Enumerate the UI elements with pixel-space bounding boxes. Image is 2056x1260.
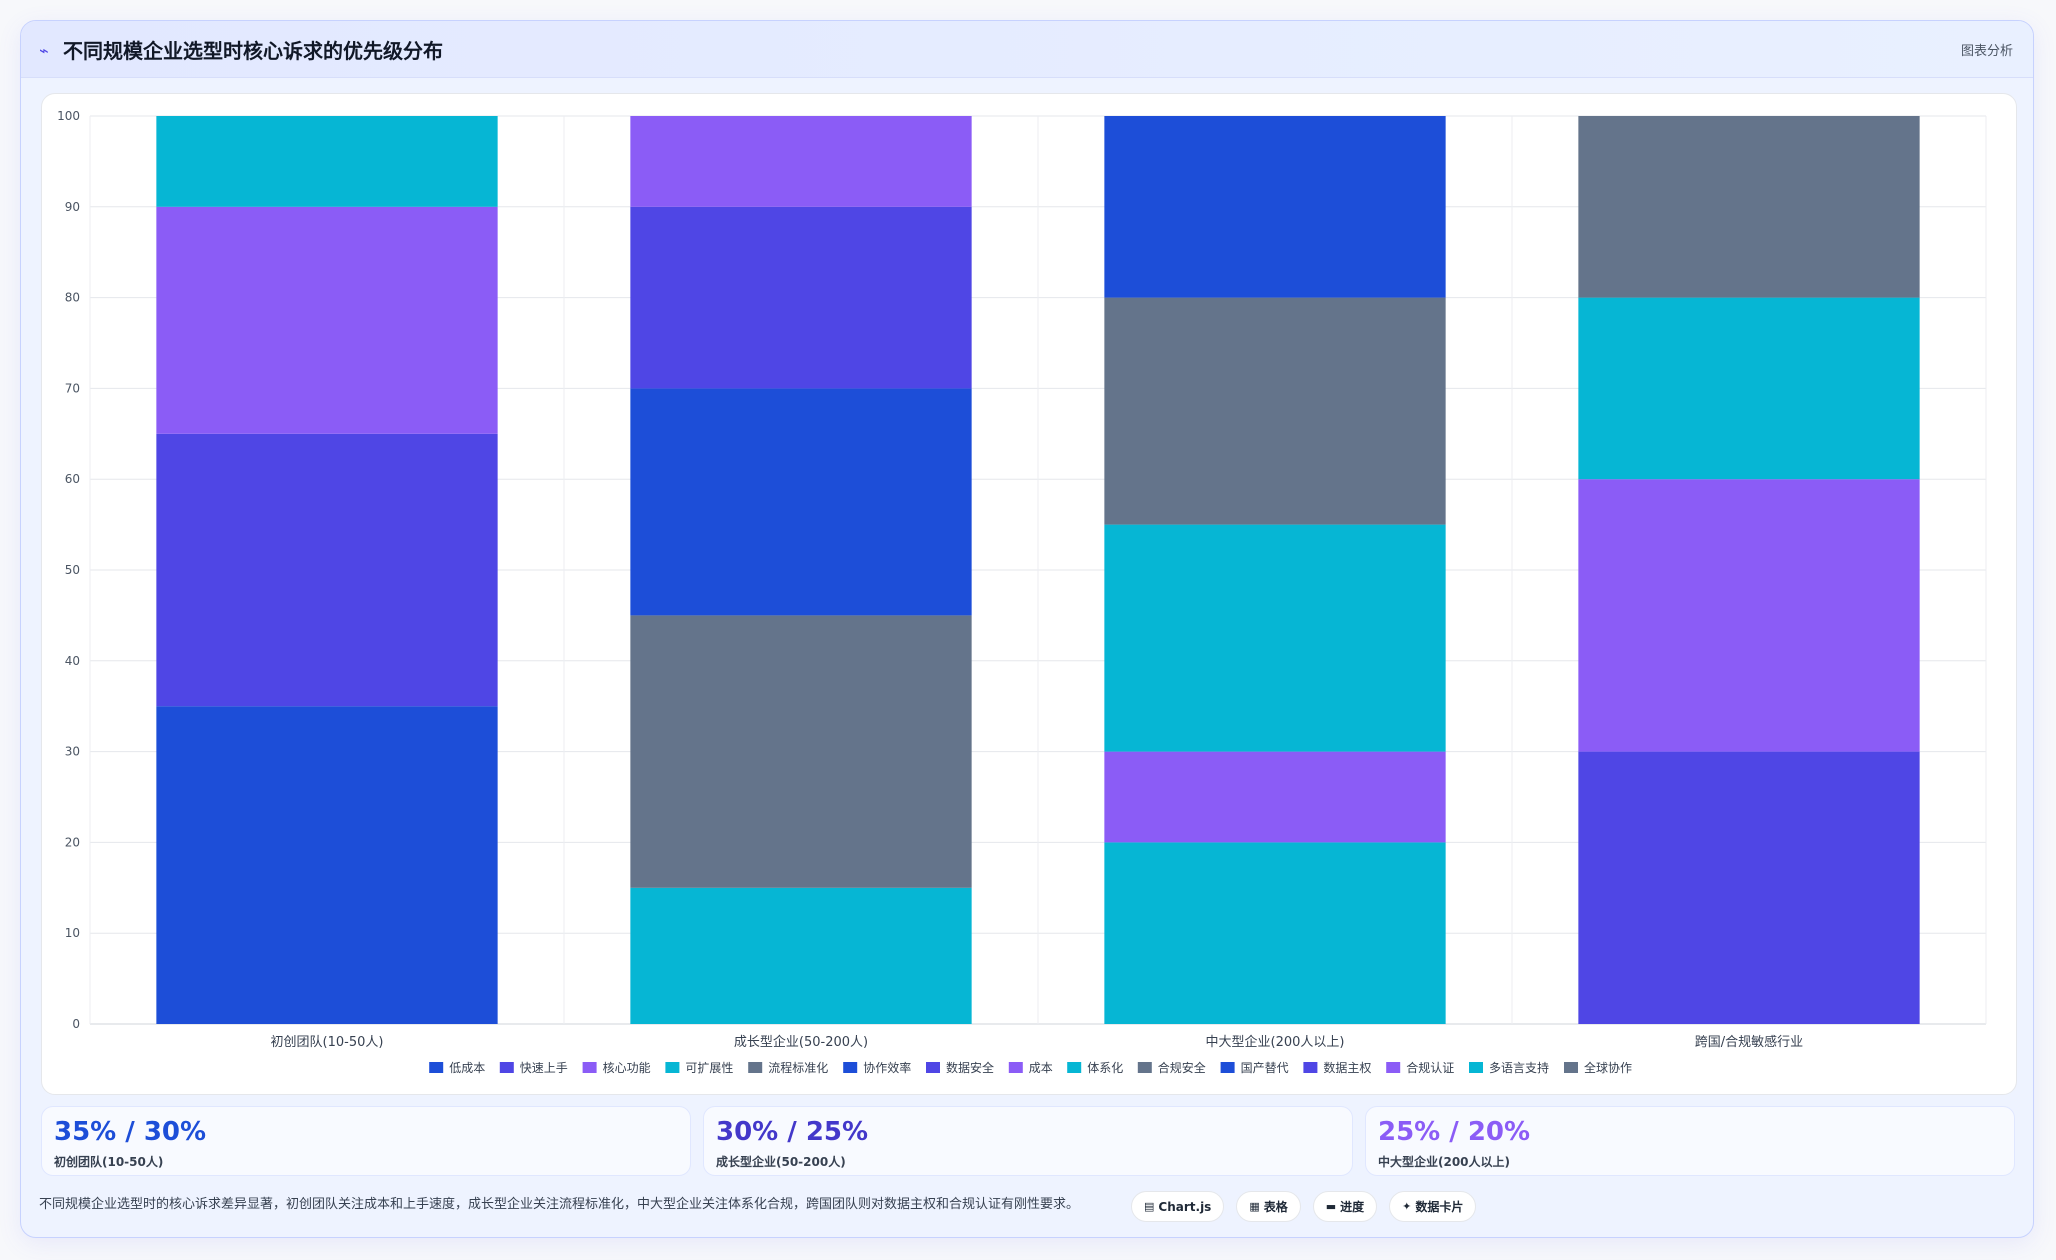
y-tick-label: 60 — [65, 472, 80, 486]
x-tick-label: 初创团队(10-50人) — [271, 1035, 384, 1050]
chart-analysis-link[interactable]: 图表分析 — [1960, 44, 2013, 59]
tag-label: 数据卡片 — [1415, 1200, 1464, 1214]
legend-label: 低成本 — [449, 1061, 485, 1075]
legend-label: 成本 — [1029, 1061, 1053, 1075]
legend-swatch — [1067, 1062, 1082, 1073]
bar-segment — [630, 887, 972, 1024]
legend-label: 流程标准化 — [768, 1060, 828, 1075]
stat-label: 初创团队(10-50人) — [54, 1155, 164, 1169]
legend-swatch — [1469, 1062, 1483, 1073]
legend-swatch — [429, 1062, 444, 1073]
legend-swatch — [1220, 1062, 1235, 1073]
sparkle-icon: ✦ — [1402, 1200, 1412, 1213]
bar-segment — [156, 116, 498, 207]
bar-segment — [1104, 116, 1446, 298]
tag-progress[interactable]: ▬ 进度 — [1312, 1191, 1378, 1222]
bar-segment — [1104, 524, 1446, 752]
legend-label: 合规安全 — [1158, 1060, 1206, 1075]
legend-label: 可扩展性 — [685, 1061, 733, 1075]
tag-data-card[interactable]: ✦ 数据卡片 — [1389, 1191, 1477, 1222]
chart-icon: ▤ — [1144, 1200, 1155, 1213]
chart-card: 0 10 20 30 40 50 60 70 80 90 100 初创团队(10-50人) 成长型企业(… — [41, 93, 2017, 1095]
stat-value: 30% / 25% — [716, 1117, 869, 1147]
view-tags: ▤ Chart.js ▦ 表格 ▬ 进度 ✦ 数据卡片 — [1131, 1191, 1477, 1222]
y-tick-label: 10 — [65, 926, 80, 940]
y-tick-label: 20 — [65, 835, 80, 849]
legend-swatch — [1386, 1062, 1401, 1073]
legend-swatch — [665, 1062, 680, 1073]
legend-label: 数据主权 — [1323, 1060, 1371, 1075]
bar-segment — [1578, 751, 1920, 1024]
stacked-bar-chart: 0 10 20 30 40 50 60 70 80 90 100 初创团队(10-50人) 成长型企业(… — [57, 109, 1987, 1075]
x-tick-label: 中大型企业(200人以上) — [1206, 1034, 1345, 1050]
bar-segment — [630, 116, 972, 207]
y-tick-label: 0 — [72, 1017, 80, 1031]
legend-label: 全球协作 — [1584, 1060, 1632, 1075]
trend-icon: ⌁ — [39, 41, 49, 60]
legend-swatch — [926, 1062, 940, 1073]
stat-value: 25% / 20% — [1378, 1117, 1531, 1147]
page-title: 不同规模企业选型时核心诉求的优先级分布 — [63, 39, 443, 63]
bar-segment — [630, 615, 972, 888]
stat-card-startup: 35% / 30% 初创团队(10-50人) — [41, 1106, 691, 1176]
chart-summary-note: 不同规模企业选型时的核心诉求差异显著，初创团队关注成本和上手速度，成长型企业关注… — [39, 1197, 1080, 1212]
tag-chartjs[interactable]: ▤ Chart.js — [1131, 1191, 1225, 1222]
legend-label: 多语言支持 — [1489, 1060, 1549, 1075]
tag-label: 进度 — [1340, 1200, 1365, 1214]
legend-swatch — [1008, 1062, 1023, 1073]
tag-label: 表格 — [1263, 1200, 1288, 1214]
stat-card-enterprise: 25% / 20% 中大型企业(200人以上) — [1365, 1106, 2015, 1176]
legend-label: 协作效率 — [863, 1060, 911, 1075]
table-icon: ▦ — [1249, 1200, 1260, 1213]
legend-swatch — [582, 1062, 597, 1073]
legend-label: 核心功能 — [603, 1061, 651, 1075]
tag-label: Chart.js — [1158, 1199, 1212, 1214]
y-tick-label: 90 — [65, 200, 80, 214]
y-tick-label: 40 — [65, 654, 80, 668]
legend-swatch — [748, 1062, 763, 1073]
stat-value: 35% / 30% — [54, 1117, 207, 1147]
stat-label: 中大型企业(200人以上) — [1378, 1155, 1511, 1169]
bar-segment — [156, 433, 498, 707]
bar-segment — [1578, 479, 1920, 752]
progress-icon: ▬ — [1325, 1200, 1337, 1213]
panel-header: ⌁ 不同规模企业选型时核心诉求的优先级分布 图表分析 — [21, 21, 2033, 78]
legend-label: 合规认证 — [1406, 1060, 1454, 1075]
bar-segment — [1578, 297, 1920, 480]
y-tick-label: 70 — [65, 381, 80, 395]
chart-panel: ⌁ 不同规模企业选型时核心诉求的优先级分布 图表分析 0 10 20 30 40 50 60… — [20, 20, 2034, 1238]
bar-segment — [630, 206, 972, 389]
bar-segment — [1104, 297, 1446, 525]
bar-segment — [1578, 116, 1920, 298]
legend-swatch — [1564, 1062, 1578, 1073]
legend-swatch — [843, 1062, 858, 1073]
y-tick-label: 30 — [65, 745, 80, 759]
bar-segment — [630, 388, 972, 616]
bar-segment — [156, 706, 498, 1024]
bar-segment — [156, 206, 498, 434]
y-tick-label: 100 — [57, 109, 80, 123]
stat-label: 成长型企业(50-200人) — [716, 1155, 846, 1169]
x-tick-label: 成长型企业(50-200人) — [734, 1034, 868, 1050]
y-tick-label: 80 — [65, 291, 80, 305]
y-tick-label: 50 — [65, 563, 80, 577]
legend-swatch — [1303, 1062, 1318, 1073]
stat-card-growth: 30% / 25% 成长型企业(50-200人) — [703, 1106, 1353, 1176]
x-tick-label: 跨国/合规敏感行业 — [1695, 1034, 1803, 1050]
legend-label: 快速上手 — [520, 1061, 568, 1075]
legend-label: 国产替代 — [1241, 1061, 1289, 1075]
legend-label: 数据安全 — [946, 1060, 994, 1075]
legend-label: 体系化 — [1087, 1061, 1123, 1075]
tag-table[interactable]: ▦ 表格 — [1236, 1191, 1301, 1222]
bar-segment — [1104, 842, 1446, 1024]
legend-swatch — [499, 1062, 514, 1073]
bar-segment — [1104, 751, 1446, 843]
legend-swatch — [1137, 1062, 1152, 1073]
